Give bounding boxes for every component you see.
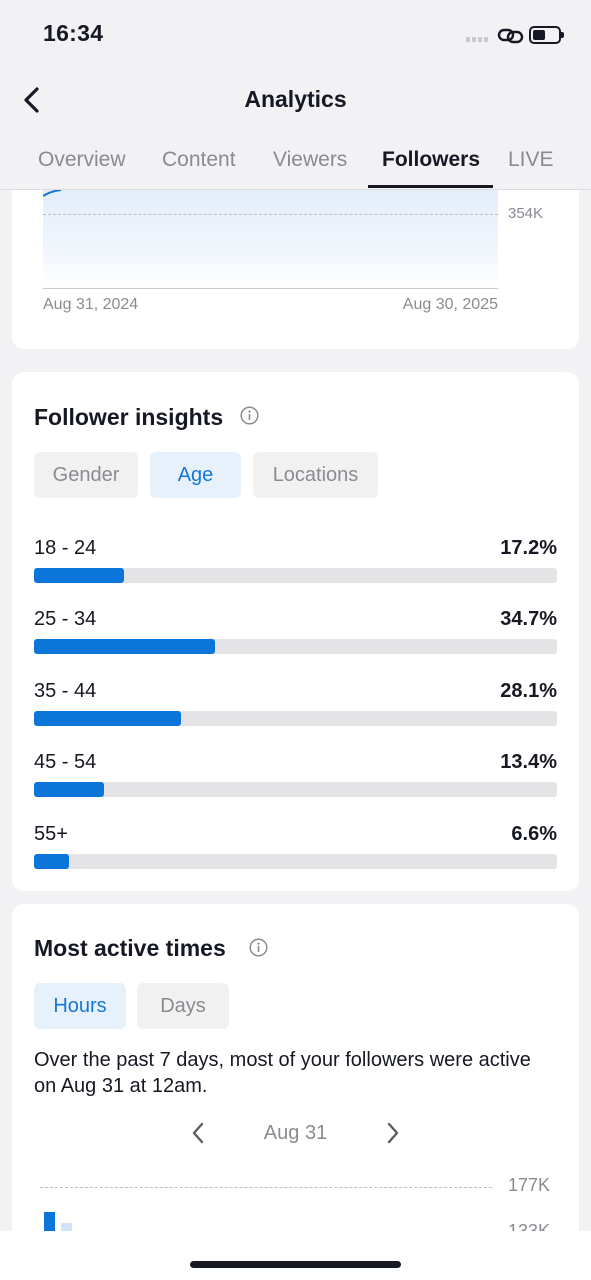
followers-chart-card: 354K Aug 31, 2024 Aug 30, 2025 [12, 190, 579, 349]
chip-locations[interactable]: Locations [253, 452, 378, 498]
page-title: Analytics [244, 86, 347, 112]
age-bar-fill [34, 711, 181, 726]
hour-bar [61, 1223, 72, 1234]
age-percent: 34.7% [500, 608, 557, 630]
tab-content[interactable]: Content [162, 148, 236, 171]
age-label: 55+ [34, 823, 68, 845]
age-bar-track [34, 639, 557, 654]
chart-baseline [43, 288, 498, 289]
chart-line [43, 190, 62, 197]
chart-start-date: Aug 31, 2024 [43, 296, 139, 313]
status-bar: 16:34 [0, 0, 591, 72]
info-icon[interactable] [249, 938, 268, 957]
tab-viewers[interactable]: Viewers [273, 148, 348, 171]
hours-y-label: 177K [508, 1175, 551, 1195]
age-label: 25 - 34 [34, 608, 97, 630]
signal-icon [466, 37, 488, 42]
bottom-area [0, 1231, 591, 1280]
age-row: 45 - 54 13.4% [34, 751, 557, 807]
most-active-times-card: Most active times Hours Days Over the pa… [12, 904, 579, 1234]
tab-overview[interactable]: Overview [38, 148, 126, 171]
chip-hours[interactable]: Hours [34, 983, 126, 1029]
chart-y-label: 354K [508, 205, 544, 222]
chip-gender[interactable]: Gender [34, 452, 138, 498]
age-bar-track [34, 854, 557, 869]
age-percent: 6.6% [511, 823, 557, 845]
hours-reference-line [40, 1187, 492, 1188]
chart-area [43, 190, 498, 288]
hour-bar [44, 1212, 55, 1234]
chip-days[interactable]: Days [137, 983, 229, 1029]
info-icon[interactable] [240, 406, 259, 425]
status-time: 16:34 [43, 20, 104, 46]
age-bar-fill [34, 639, 216, 654]
age-bar-fill [34, 568, 124, 583]
age-row: 25 - 34 34.7% [34, 608, 557, 664]
age-label: 45 - 54 [34, 751, 97, 773]
hours-y-label: 133K [508, 1221, 551, 1234]
back-chevron-icon[interactable] [18, 84, 48, 116]
chip-age[interactable]: Age [150, 452, 241, 498]
home-indicator [190, 1261, 401, 1268]
most-active-description: Over the past 7 days, most of your follo… [34, 1049, 531, 1097]
tab-followers[interactable]: Followers [382, 148, 481, 171]
chevron-left-icon[interactable] [188, 1120, 208, 1146]
follower-insights-card: Follower insights Gender Age Locations 1… [12, 372, 579, 891]
age-label: 35 - 44 [34, 680, 97, 702]
most-active-times-title: Most active times [34, 935, 226, 961]
tab-bar: Overview Content Viewers Followers LIVE [0, 142, 591, 190]
link-icon [497, 28, 524, 44]
chevron-right-icon[interactable] [383, 1120, 403, 1146]
age-percent: 13.4% [500, 751, 557, 773]
age-bar-fill [34, 782, 105, 797]
active-tab-indicator [368, 185, 493, 188]
date-label: Aug 31 [263, 1122, 328, 1144]
age-bar-track [34, 711, 557, 726]
age-bar-fill [34, 854, 69, 869]
age-label: 18 - 24 [34, 537, 97, 559]
follower-insights-title: Follower insights [34, 404, 224, 430]
chart-reference-line [43, 214, 498, 215]
age-percent: 28.1% [500, 680, 557, 702]
age-percent: 17.2% [500, 537, 557, 559]
age-row: 55+ 6.6% [34, 823, 557, 879]
chart-end-date: Aug 30, 2025 [402, 296, 498, 313]
header: Analytics Overview Content Viewers Follo… [0, 72, 591, 190]
date-navigator: Aug 31 [12, 1120, 579, 1150]
battery-icon [529, 26, 564, 44]
age-row: 18 - 24 17.2% [34, 537, 557, 593]
age-row: 35 - 44 28.1% [34, 680, 557, 736]
tab-live[interactable]: LIVE [508, 148, 554, 171]
age-bar-track [34, 568, 557, 583]
age-bar-track [34, 782, 557, 797]
